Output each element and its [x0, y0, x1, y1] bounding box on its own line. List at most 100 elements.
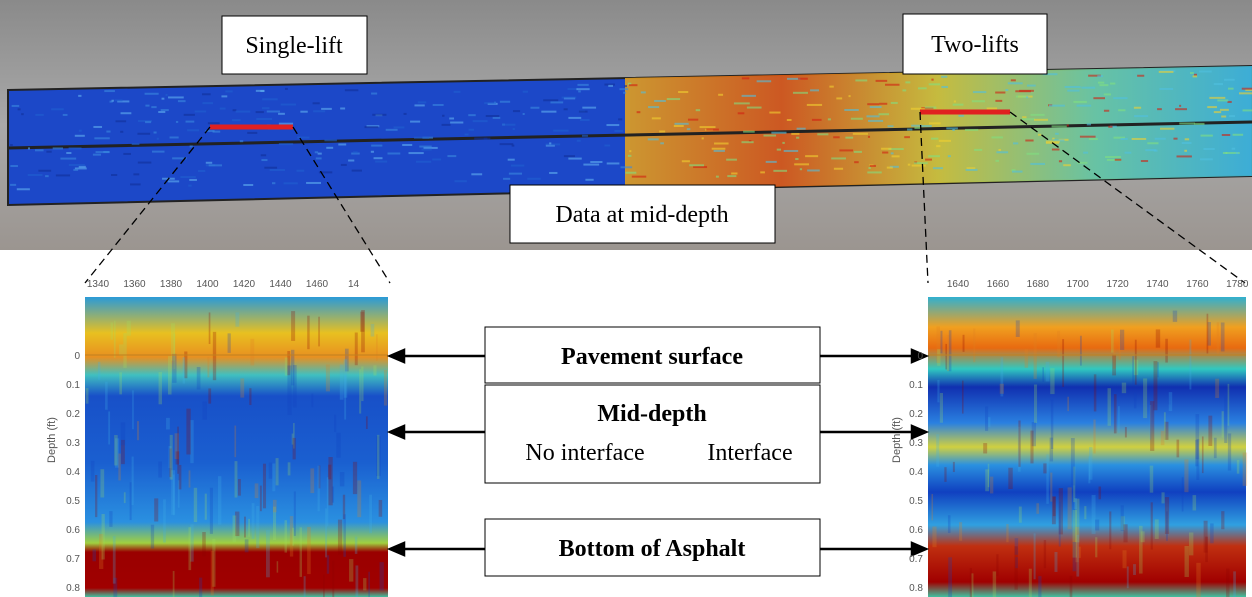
streak	[276, 561, 279, 573]
streak	[1030, 430, 1034, 464]
x-tick-label: 1760	[1186, 279, 1209, 290]
streak	[196, 366, 201, 390]
streak	[307, 526, 311, 575]
speckle	[543, 99, 559, 102]
speckle	[1189, 72, 1194, 75]
speckle	[468, 114, 476, 117]
streak	[188, 470, 191, 488]
speckle	[1118, 109, 1126, 112]
speckle	[137, 161, 152, 164]
speckle	[17, 108, 21, 111]
streak	[1072, 510, 1078, 558]
callout: Pavement surface	[561, 344, 743, 370]
speckle	[92, 153, 102, 156]
streak	[113, 577, 118, 597]
speckle	[590, 161, 603, 164]
streak	[1050, 368, 1055, 395]
streak	[376, 334, 378, 361]
streak	[359, 369, 362, 414]
callout: Mid-depth	[597, 401, 706, 427]
arrowhead	[386, 424, 406, 440]
speckle	[902, 89, 907, 92]
streak	[108, 411, 111, 445]
streak	[940, 330, 943, 354]
streak	[339, 472, 345, 487]
speckle	[385, 128, 398, 131]
speckle	[1109, 125, 1117, 128]
speckle	[1140, 160, 1149, 163]
speckle	[541, 110, 557, 113]
streak	[1070, 438, 1075, 486]
streak	[336, 432, 341, 458]
streak	[292, 527, 295, 546]
speckle	[512, 110, 521, 113]
streak	[293, 491, 296, 536]
streak	[303, 576, 306, 597]
speckle	[805, 155, 819, 158]
streak	[1084, 506, 1087, 520]
speckle	[111, 99, 114, 102]
streak	[1036, 503, 1040, 514]
streak	[1113, 343, 1116, 369]
streak	[1006, 524, 1009, 543]
streak	[235, 511, 240, 537]
speckle	[782, 141, 785, 144]
speckle	[260, 90, 265, 93]
speckle	[1176, 155, 1192, 158]
speckle	[371, 144, 383, 147]
speckle	[786, 119, 792, 122]
speckle	[247, 131, 258, 134]
speckle	[604, 83, 615, 86]
speckle	[221, 95, 228, 98]
streak	[369, 494, 373, 534]
y-tick-label: 0.1	[909, 380, 923, 391]
speckle	[68, 147, 82, 150]
speckle	[423, 146, 438, 149]
speckle	[1175, 108, 1187, 111]
streak	[1133, 392, 1137, 409]
speckle	[807, 169, 820, 172]
streak	[361, 366, 364, 402]
speckle	[137, 120, 152, 123]
speckle	[34, 149, 44, 152]
streak	[256, 505, 260, 549]
speckle	[631, 175, 647, 178]
speckle	[1184, 149, 1188, 152]
speckle	[474, 137, 488, 140]
speckle	[239, 140, 244, 143]
streak	[365, 416, 368, 430]
streak	[1015, 320, 1020, 337]
streak	[373, 365, 377, 376]
speckle	[629, 150, 632, 153]
speckle	[693, 166, 708, 169]
speckle	[151, 150, 165, 153]
streak	[158, 372, 162, 405]
speckle	[137, 132, 151, 135]
speckle	[393, 126, 405, 129]
y-tick-label: 0.3	[66, 438, 80, 449]
streak	[172, 474, 175, 516]
streak	[318, 465, 321, 489]
y-tick-label: 0	[917, 351, 923, 362]
speckle	[888, 148, 904, 151]
speckle	[1064, 85, 1081, 88]
speckle	[674, 122, 689, 125]
speckle	[522, 112, 525, 115]
speckle	[568, 157, 582, 160]
streak	[1133, 359, 1139, 376]
streak	[361, 310, 365, 353]
y-tick-label: 0.5	[66, 496, 80, 507]
speckle	[839, 149, 854, 152]
streak	[293, 423, 295, 449]
streak	[325, 364, 330, 392]
streak	[172, 570, 175, 597]
speckle	[471, 173, 483, 176]
streak	[118, 453, 121, 481]
streak	[101, 513, 105, 560]
speckle	[737, 112, 745, 115]
speckle	[965, 168, 978, 171]
streak	[1195, 414, 1200, 460]
speckle	[1088, 138, 1098, 141]
streak	[266, 529, 270, 578]
